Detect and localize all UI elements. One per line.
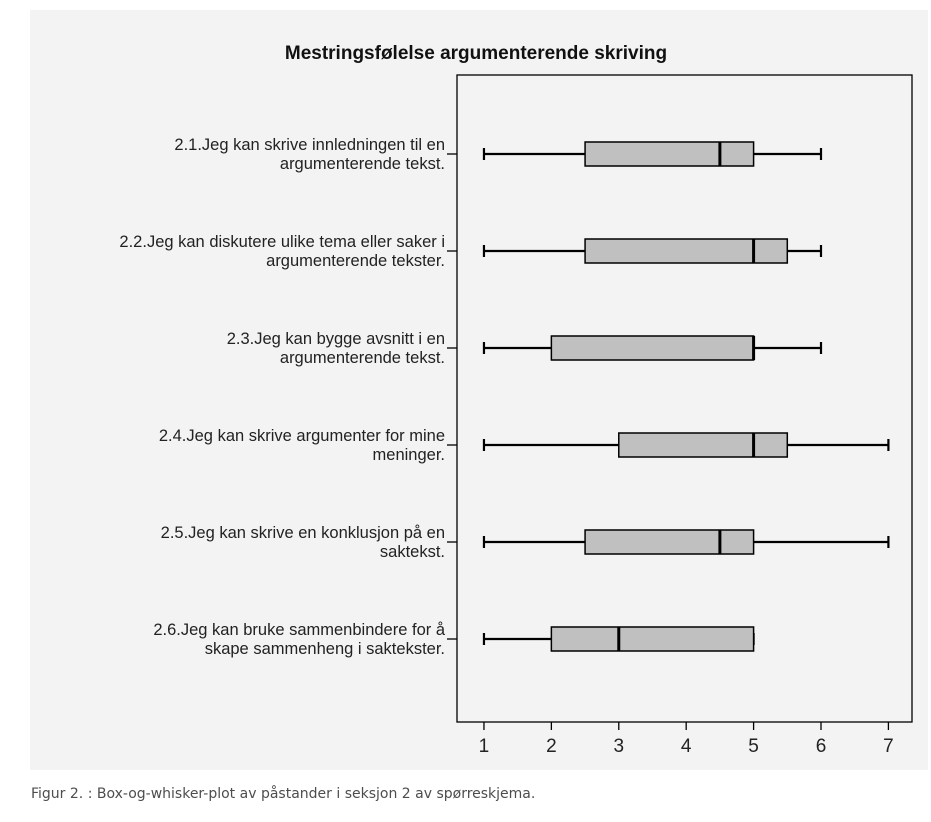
box-plot-row	[482, 141, 823, 167]
category-label-line: 2.5.Jeg kan skrive en konklusjon på en	[161, 524, 445, 542]
box-plot-row	[482, 432, 890, 458]
category-label-line: argumenterende tekst.	[280, 155, 445, 173]
box-iqr	[550, 626, 755, 652]
category-label-line: meninger.	[373, 446, 445, 464]
box-iqr	[584, 238, 789, 264]
x-tick-label: 2	[546, 736, 557, 757]
category-label: 2.2.Jeg kan diskutere ulike tema eller s…	[119, 233, 445, 270]
category-label: 2.5.Jeg kan skrive en konklusjon på en sa…	[161, 524, 445, 561]
category-label-line: argumenterende tekst.	[280, 349, 445, 367]
box-iqr	[618, 432, 789, 458]
chart-title: Mestringsfølelse argumenterende skriving	[285, 43, 667, 64]
category-label: 2.3.Jeg kan bygge avsnitt i en argumenter…	[227, 330, 445, 367]
box-plot-row	[482, 238, 823, 264]
plot-frame	[456, 74, 913, 723]
x-tick-label: 4	[681, 736, 692, 757]
x-tick-label: 3	[613, 736, 624, 757]
box-plot-row	[482, 626, 755, 652]
category-label: 2.4.Jeg kan skrive argumenter for mine me…	[159, 427, 445, 464]
box-iqr	[584, 529, 755, 555]
box-iqr	[584, 141, 755, 167]
x-tick-label: 1	[479, 736, 490, 757]
box-plot-chart: Mestringsfølelse argumenterende skriving…	[119, 43, 913, 757]
box-iqr	[550, 335, 755, 361]
category-label-line: 2.4.Jeg kan skrive argumenter for mine	[159, 427, 445, 445]
category-label-line: argumenterende tekster.	[266, 252, 445, 270]
category-label-line: saktekst.	[380, 543, 445, 561]
category-label-line: 2.3.Jeg kan bygge avsnitt i en	[227, 330, 445, 348]
category-label: 2.1.Jeg kan skrive innledningen til en ar…	[174, 136, 445, 173]
category-label: 2.6.Jeg kan bruke sammenbindere for å ska…	[153, 621, 445, 658]
figure-caption: Figur 2. : Box-og-whisker-plot av påstan…	[31, 786, 536, 802]
category-label-line: 2.1.Jeg kan skrive innledningen til en	[174, 136, 445, 154]
box-plot-row	[482, 335, 823, 361]
box-plot-row	[482, 529, 890, 555]
x-tick-label: 7	[883, 736, 894, 757]
category-label-line: skape sammenheng i saktekster.	[205, 640, 445, 658]
x-tick-label: 5	[748, 736, 759, 757]
category-label-line: 2.2.Jeg kan diskutere ulike tema eller s…	[119, 233, 445, 251]
category-label-line: 2.6.Jeg kan bruke sammenbindere for å	[153, 621, 445, 639]
figure-panel: Mestringsfølelse argumenterende skriving…	[30, 10, 928, 770]
x-tick-label: 6	[816, 736, 827, 757]
